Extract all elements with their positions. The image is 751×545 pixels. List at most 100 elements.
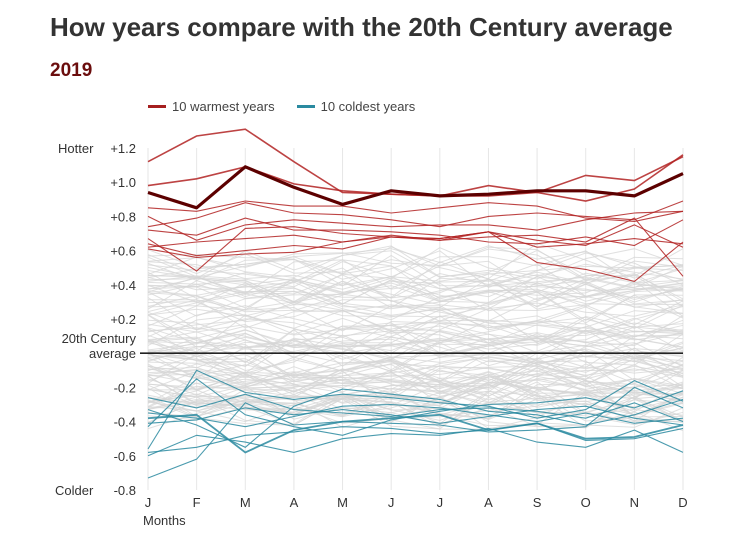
y-tick-label: -0.4	[114, 415, 136, 430]
background-year-line	[147, 277, 684, 309]
y-annotation-colder: Colder	[55, 483, 94, 498]
warm-year-line[interactable]	[147, 231, 684, 248]
background-year-line	[147, 282, 684, 316]
background-year-line	[147, 291, 684, 324]
y-tick-label: +0.6	[110, 244, 136, 259]
background-year-line	[147, 259, 684, 298]
x-tick-label: D	[678, 495, 687, 510]
background-year-line	[147, 280, 684, 312]
background-year-line	[147, 274, 684, 310]
warm-year-line[interactable]	[147, 155, 684, 197]
cold-year-line[interactable]	[147, 413, 684, 454]
background-year-line	[147, 365, 684, 396]
y-tick-label: +0.2	[110, 312, 136, 327]
background-year-line	[147, 356, 684, 390]
background-year-line	[147, 248, 684, 280]
background-year-line	[147, 305, 684, 338]
warm-year-line[interactable]	[147, 226, 684, 282]
background-year-line	[147, 322, 684, 360]
background-year-line	[147, 392, 684, 426]
background-year-line	[147, 284, 684, 323]
legend-item-warm[interactable]: 10 warmest years	[148, 99, 275, 114]
warm-year-line[interactable]	[147, 128, 684, 202]
y-tick-label: -0.8	[114, 483, 136, 498]
y-tick-label: +1.0	[110, 175, 136, 190]
chart-subtitle: 2019	[50, 60, 93, 81]
background-year-line	[147, 392, 684, 424]
background-year-line	[147, 276, 684, 310]
background-year-line	[147, 394, 684, 428]
x-tick-label: M	[240, 495, 251, 510]
y-tick-label: -0.2	[114, 380, 136, 395]
warm-year-line[interactable]	[147, 200, 684, 223]
x-tick-label: O	[581, 495, 591, 510]
warmest-year-lines	[147, 128, 684, 282]
background-year-line	[147, 338, 684, 374]
y-tick-label: +0.4	[110, 278, 136, 293]
cold-year-line[interactable]	[147, 403, 684, 428]
y-tick-label: +0.8	[110, 209, 136, 224]
y-axis-ticks: +1.2 +1.0 +0.8 +0.6 +0.4 +0.2 -0.2 -0.4 -0.6 -0.8	[110, 141, 136, 498]
background-year-line	[147, 357, 684, 389]
highlight-year-layer	[147, 165, 684, 210]
background-year-line	[147, 319, 684, 355]
background-year-line	[147, 375, 684, 404]
cold-year-line[interactable]	[147, 393, 684, 423]
x-tick-label: A	[290, 495, 299, 510]
legend: 10 warmest years 10 coldest years	[148, 99, 415, 114]
cold-year-line[interactable]	[147, 427, 684, 457]
y-tick-label: -0.6	[114, 449, 136, 464]
background-year-line	[147, 315, 684, 348]
x-tick-label: S	[533, 495, 542, 510]
background-year-line	[147, 246, 684, 281]
background-year-line	[147, 390, 684, 427]
legend-label-warm: 10 warmest years	[172, 99, 275, 114]
background-year-line	[147, 371, 684, 406]
background-year-line	[147, 261, 684, 299]
x-tick-label: A	[484, 495, 493, 510]
background-year-line	[147, 351, 684, 384]
x-axis-title: Months	[143, 513, 186, 528]
legend-swatch-warm	[148, 105, 166, 108]
warm-year-line[interactable]	[147, 217, 684, 247]
background-year-line	[147, 329, 684, 368]
highlight-year-line[interactable]	[147, 165, 684, 210]
background-year-line	[147, 311, 684, 338]
background-year-line	[147, 365, 684, 402]
legend-item-cold[interactable]: 10 coldest years	[296, 99, 416, 114]
background-year-line	[147, 333, 684, 368]
background-year-line	[147, 365, 684, 402]
chart-title: How years compare with the 20th Century …	[50, 12, 673, 42]
warm-year-line[interactable]	[147, 210, 684, 241]
x-tick-label: M	[337, 495, 348, 510]
x-tick-label: J	[145, 495, 152, 510]
legend-label-cold: 10 coldest years	[320, 99, 416, 114]
x-tick-label: J	[388, 495, 395, 510]
y-annotation-baseline-line1: 20th Century	[62, 331, 137, 346]
background-year-line	[147, 258, 684, 286]
x-tick-label: N	[630, 495, 639, 510]
legend-swatch-cold	[296, 105, 315, 108]
background-year-line	[147, 256, 684, 294]
x-tick-label: J	[437, 495, 444, 510]
cold-year-line[interactable]	[147, 422, 684, 453]
cold-year-line[interactable]	[147, 405, 684, 426]
background-year-line	[147, 250, 684, 288]
background-year-line	[147, 281, 684, 316]
background-year-lines	[147, 242, 684, 432]
cold-year-line[interactable]	[147, 386, 684, 479]
x-tick-label: F	[193, 495, 201, 510]
cold-year-line[interactable]	[147, 378, 684, 436]
background-year-line	[147, 338, 684, 374]
background-year-line	[147, 351, 684, 385]
background-year-line	[147, 297, 684, 333]
y-annotation-baseline-line2: average	[89, 346, 136, 361]
background-year-line	[147, 280, 684, 309]
warm-year-line[interactable]	[147, 200, 684, 228]
background-year-line	[147, 250, 684, 288]
coldest-year-lines	[147, 369, 684, 479]
cold-year-line[interactable]	[147, 369, 684, 450]
cold-year-line[interactable]	[147, 388, 684, 448]
